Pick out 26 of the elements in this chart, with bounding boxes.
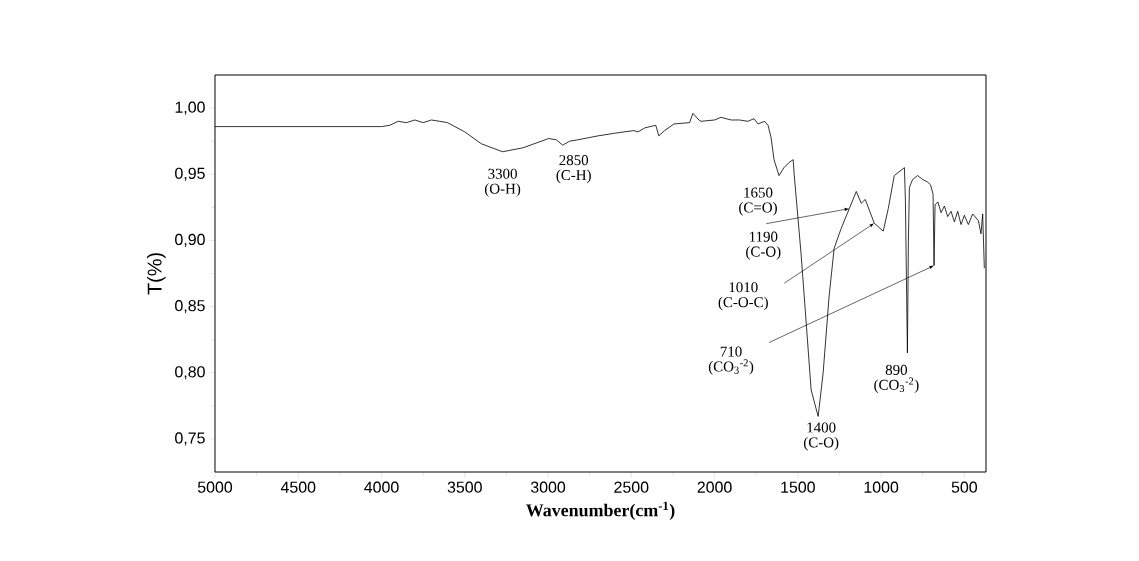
x-tick-label: 1500 <box>781 481 815 493</box>
y-tick-label: 0,80 <box>175 366 205 380</box>
x-axis-title: Wavenumber(cm$^{-1}$) <box>526 501 675 520</box>
y-axis-title: T(%) <box>147 253 166 295</box>
x-tick-label: 3500 <box>447 481 482 493</box>
y-tick-label: 0,75 <box>175 432 205 446</box>
annotation: 1190 (C-O) <box>746 231 781 260</box>
x-tick-label: 2500 <box>614 481 649 493</box>
x-tick-label: 1000 <box>864 481 899 493</box>
y-tick-label: 0,95 <box>175 167 205 181</box>
x-tick-label: 3000 <box>530 481 566 493</box>
y-tick-label: 0,85 <box>175 300 205 314</box>
annotation: 890 (CO$_{3}$$^{-2}$) <box>874 364 919 393</box>
annotation: 1400 (C-O) <box>803 422 839 451</box>
annotation: 3300 (O-H) <box>484 168 521 197</box>
x-tick-label: 500 <box>951 481 978 493</box>
annotation: 1010 (C-O-C) <box>718 282 768 311</box>
annotation: 2850 (C-H) <box>556 155 591 184</box>
y-tick-label: 1,00 <box>175 101 205 115</box>
x-tick-label: 4000 <box>364 481 399 493</box>
annotation: 710 (CO$_{3}$$^{-2}$) <box>708 346 754 375</box>
x-tick-label: 2000 <box>697 481 732 493</box>
y-tick-label: 0,90 <box>175 233 205 247</box>
annotation: 1650 (C=O) <box>739 187 777 216</box>
x-tick-label: 4500 <box>280 481 316 493</box>
x-tick-label: 5000 <box>197 481 233 493</box>
